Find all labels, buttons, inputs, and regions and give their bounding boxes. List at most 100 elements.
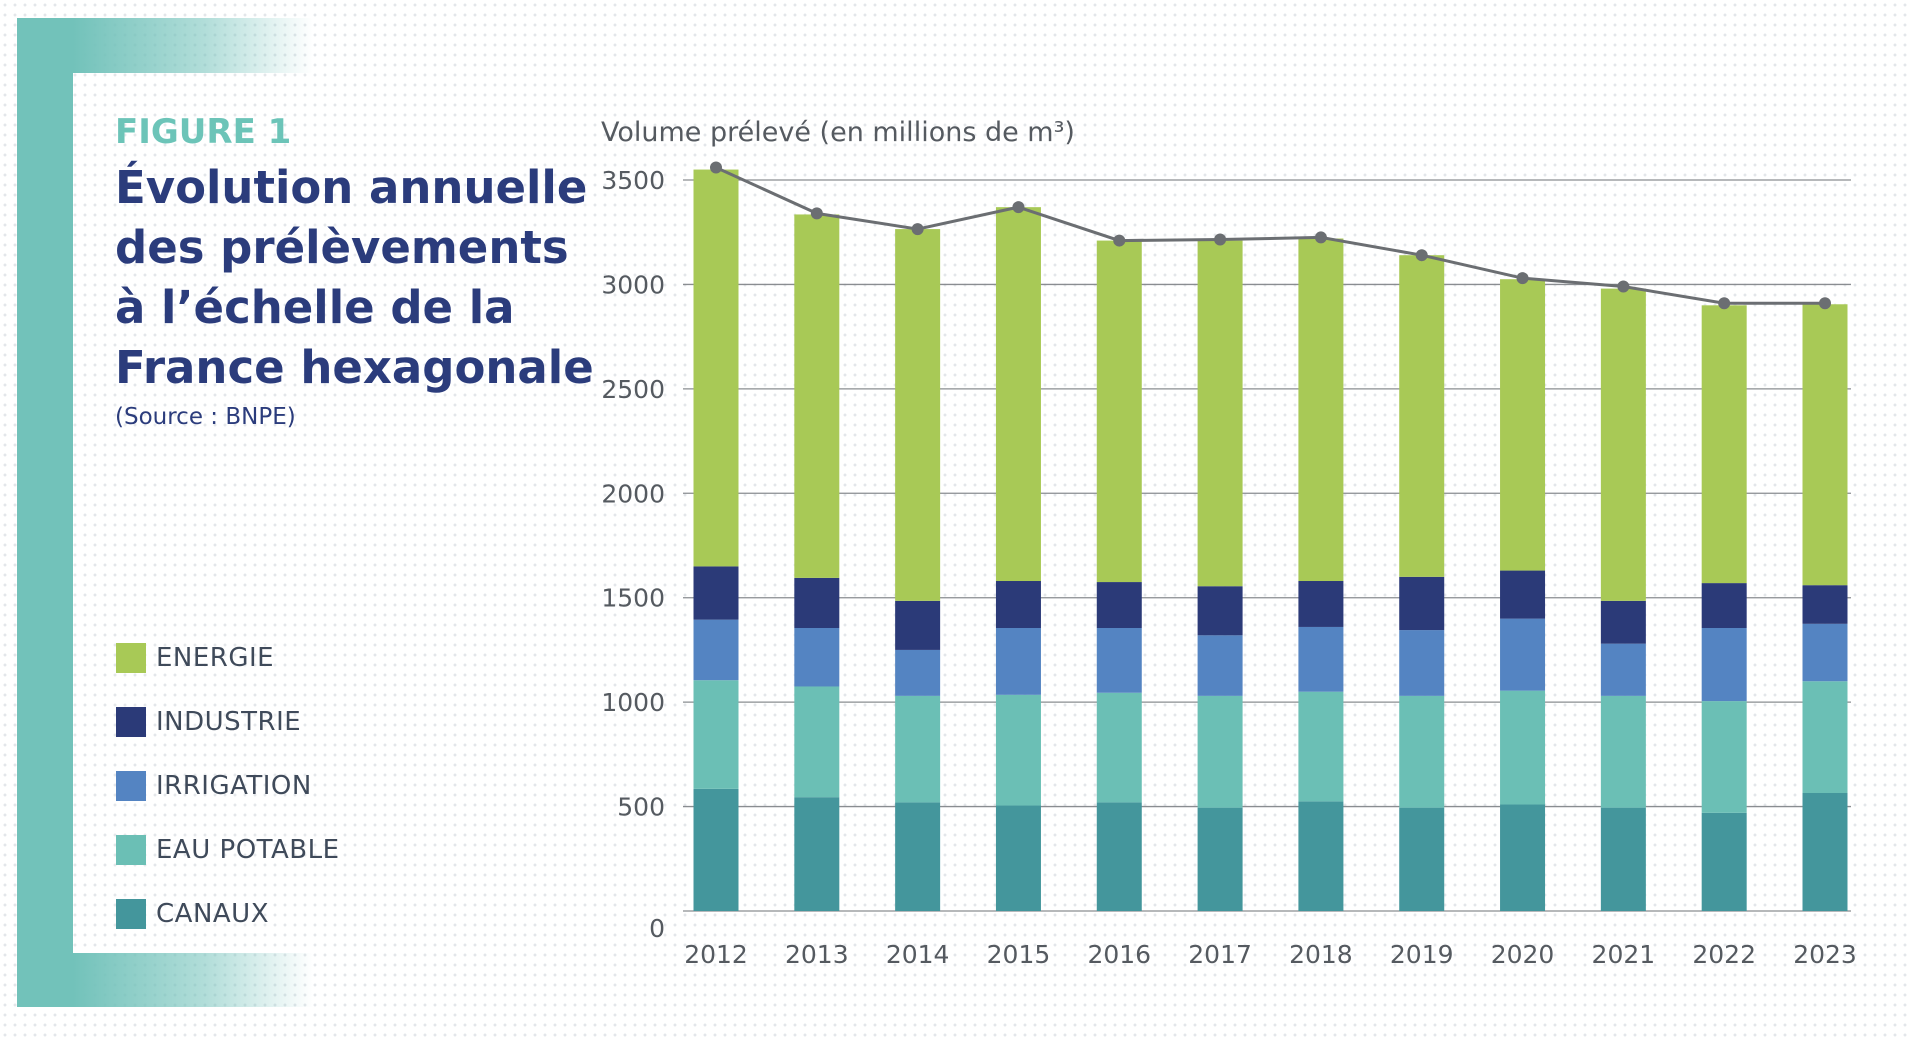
bar-irrigation-2022: [1701, 627, 1747, 702]
y-tick-label: 3500: [601, 166, 665, 195]
x-tick-label: 2016: [1087, 940, 1151, 969]
y-tick-label: 2000: [601, 479, 665, 508]
chart-title: Évolution annuelle des prélèvements à l’…: [115, 161, 594, 394]
bar-irrigation-2016: [1096, 627, 1142, 693]
x-tick-label: 2018: [1289, 940, 1353, 969]
legend-label: EAU POTABLE: [156, 835, 340, 865]
decorative-frame-top: [73, 18, 313, 73]
bar-industrie-2016: [1096, 582, 1142, 628]
legend-swatch: [116, 835, 146, 865]
bar-eau-potable-2016: [1096, 692, 1142, 803]
total-point-2019: [1415, 249, 1428, 262]
legend-label: CANAUX: [156, 899, 270, 929]
bar-industrie-2012: [693, 566, 739, 620]
bar-energie-2023: [1802, 304, 1848, 586]
bar-irrigation-2015: [995, 627, 1041, 695]
legend-swatch: [116, 707, 146, 737]
x-tick-label: 2012: [684, 940, 748, 969]
x-tick-label: 2015: [987, 940, 1051, 969]
bar-eau-potable-2014: [895, 695, 941, 803]
x-tick-label: 2017: [1188, 940, 1252, 969]
bar-eau-potable-2023: [1802, 681, 1848, 793]
bar-industrie-2019: [1399, 576, 1445, 631]
bar-industrie-2020: [1500, 570, 1546, 619]
bar-canaux-2016: [1096, 802, 1142, 911]
total-point-2017: [1214, 233, 1227, 246]
bar-canaux-2021: [1600, 807, 1646, 911]
legend: ENERGIE INDUSTRIE IRRIGATION EAU POTABLE CAN…: [116, 626, 340, 946]
decorative-frame: [17, 18, 73, 1007]
y-tick-label: 2500: [601, 375, 665, 404]
bar-energie-2016: [1096, 240, 1142, 583]
bar-energie-2013: [794, 214, 840, 578]
bar-canaux-2023: [1802, 792, 1848, 911]
y-tick-label: 0: [649, 914, 665, 943]
bar-irrigation-2021: [1600, 643, 1646, 696]
bar-industrie-2014: [895, 600, 941, 650]
legend-item: IRRIGATION: [116, 754, 340, 818]
bar-energie-2022: [1701, 305, 1747, 584]
total-line: [715, 166, 1825, 305]
x-tick-label: 2020: [1491, 940, 1555, 969]
y-tick-label: 1500: [601, 584, 665, 613]
bar-irrigation-2014: [895, 649, 941, 696]
bar-irrigation-2017: [1197, 635, 1243, 696]
bar-canaux-2015: [995, 805, 1041, 911]
bar-irrigation-2019: [1399, 630, 1445, 696]
bar-irrigation-2012: [693, 619, 739, 681]
bar-canaux-2018: [1298, 801, 1344, 911]
bar-energie-2015: [995, 207, 1041, 582]
bar-canaux-2012: [693, 788, 739, 911]
x-tick-label: 2022: [1692, 940, 1756, 969]
legend-item: EAU POTABLE: [116, 818, 340, 882]
bar-canaux-2019: [1399, 807, 1445, 911]
legend-item: CANAUX: [116, 882, 340, 946]
figure-label: FIGURE 1: [115, 112, 292, 152]
legend-swatch: [116, 899, 146, 929]
x-tick-label: 2014: [886, 940, 950, 969]
bar-industrie-2018: [1298, 581, 1344, 627]
legend-label: INDUSTRIE: [156, 707, 302, 737]
legend-item: ENERGIE: [116, 626, 340, 690]
total-point-2018: [1314, 231, 1327, 244]
chart-source: (Source : BNPE): [115, 404, 296, 430]
total-point-2015: [1012, 201, 1025, 214]
x-tick-label: 2023: [1793, 940, 1857, 969]
bar-canaux-2022: [1701, 812, 1747, 911]
bar-eau-potable-2020: [1500, 690, 1546, 805]
bar-irrigation-2020: [1500, 618, 1546, 691]
bar-energie-2018: [1298, 238, 1344, 582]
total-point-2016: [1113, 234, 1126, 247]
bar-canaux-2017: [1197, 807, 1243, 911]
bar-industrie-2021: [1600, 600, 1646, 644]
total-point-2014: [911, 223, 924, 236]
bar-industrie-2015: [995, 581, 1041, 628]
bar-irrigation-2013: [794, 627, 840, 687]
legend-item: INDUSTRIE: [116, 690, 340, 754]
legend-label: IRRIGATION: [156, 771, 312, 801]
total-point-2021: [1617, 280, 1630, 293]
x-tick-label: 2013: [785, 940, 849, 969]
bar-canaux-2020: [1500, 804, 1546, 911]
bar-industrie-2017: [1197, 586, 1243, 636]
total-point-2022: [1718, 297, 1731, 310]
bar-canaux-2014: [895, 802, 941, 911]
total-point-2013: [810, 207, 823, 220]
legend-label: ENERGIE: [156, 643, 275, 673]
bar-energie-2019: [1399, 255, 1445, 577]
bar-energie-2020: [1500, 279, 1546, 571]
bar-eau-potable-2019: [1399, 695, 1445, 808]
bar-energie-2021: [1600, 288, 1646, 601]
bar-eau-potable-2021: [1600, 695, 1646, 808]
y-tick-label: 500: [617, 793, 665, 822]
bar-eau-potable-2013: [794, 686, 840, 798]
total-point-2023: [1819, 297, 1831, 310]
bar-energie-2017: [1197, 240, 1243, 587]
bar-industrie-2013: [794, 577, 840, 628]
x-tick-label: 2019: [1390, 940, 1454, 969]
bar-irrigation-2018: [1298, 626, 1344, 692]
bar-canaux-2013: [794, 797, 840, 911]
bar-eau-potable-2018: [1298, 691, 1344, 802]
bar-irrigation-2023: [1802, 623, 1848, 682]
